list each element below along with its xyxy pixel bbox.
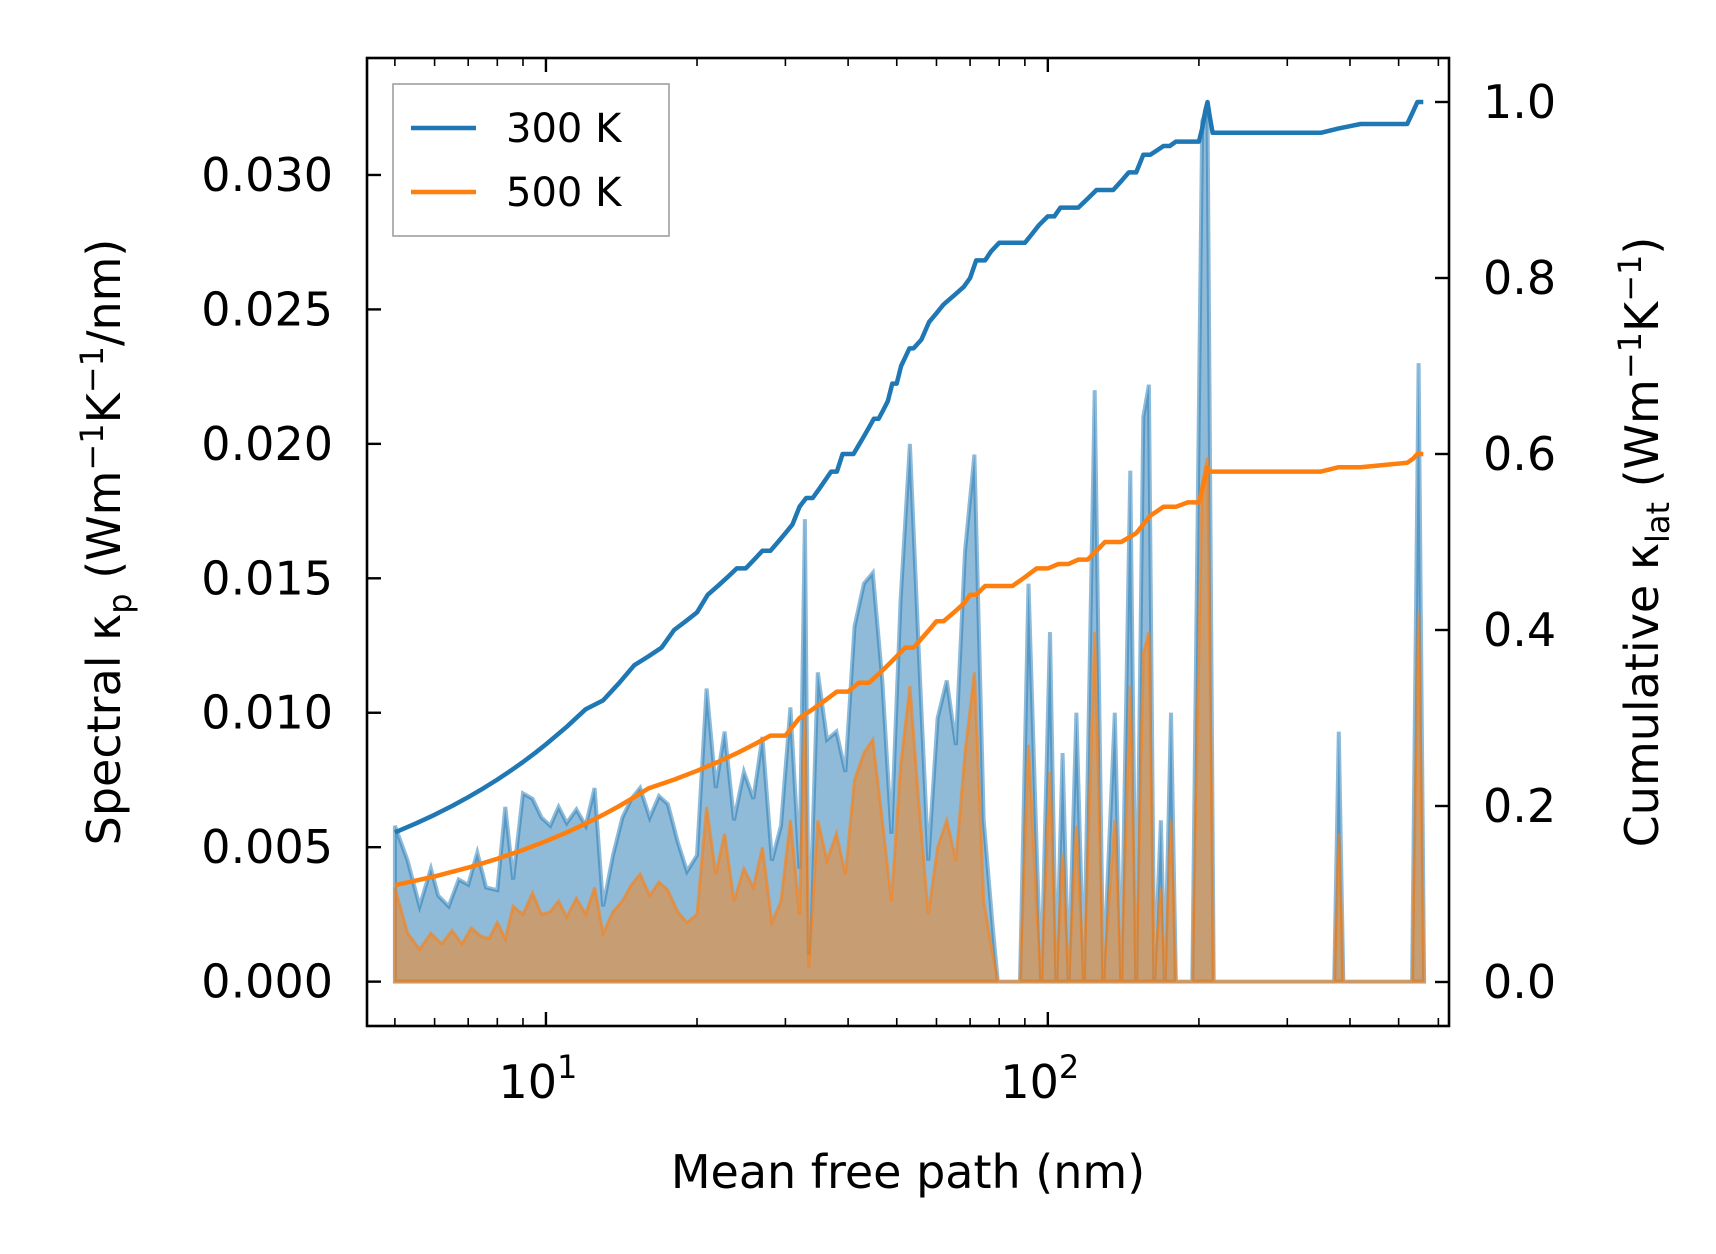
y-right-tick-label: 0.4 (1483, 603, 1556, 657)
y-axis-label-left: Spectral κp (Wm−1K−1/nm) (73, 239, 139, 846)
legend-label-300K: 300 K (506, 106, 623, 152)
y-left-tick-label: 0.030 (201, 148, 333, 202)
x-tick-label: 102 (1000, 1048, 1079, 1109)
legend-box (392, 83, 670, 237)
x-axis-label: Mean free path (nm) (671, 1145, 1145, 1199)
y-right-tick-label: 0.2 (1483, 779, 1556, 833)
y-left-tick-label: 0.025 (201, 282, 333, 336)
y-left-tick-label: 0.000 (201, 955, 333, 1009)
y-left-tick-label: 0.015 (201, 551, 333, 605)
spectral-fills (392, 106, 1427, 984)
y-left-tick-label: 0.010 (201, 686, 333, 740)
y-right-tick-label: 1.0 (1483, 75, 1556, 129)
plot-frame (365, 56, 1451, 1028)
y-right-tick-label: 0.6 (1483, 427, 1556, 481)
axis-ticks: 0.000 0.005 0.010 0.015 0.020 0.025 0.030 0.0 0.… (201, 58, 1556, 1109)
cumulative-line-500K (394, 451, 1424, 888)
x-tick-label: 101 (498, 1048, 577, 1109)
spectral-fill-300K (392, 106, 1427, 984)
y-left-tick-label: 0.005 (201, 820, 333, 874)
y-right-tick-label: 0.8 (1483, 251, 1556, 305)
legend: 300 K 500 K (392, 83, 670, 237)
cumulative-line-300K (394, 99, 1424, 835)
spectral-fill-500K (393, 457, 1426, 984)
cumulative-lines (394, 99, 1424, 888)
y-axis-label-right: Cumulative κlat (Wm−1K−1) (1611, 237, 1677, 848)
legend-label-500K: 500 K (506, 170, 623, 216)
y-right-tick-label: 0.0 (1483, 955, 1556, 1009)
y-left-tick-label: 0.020 (201, 417, 333, 471)
